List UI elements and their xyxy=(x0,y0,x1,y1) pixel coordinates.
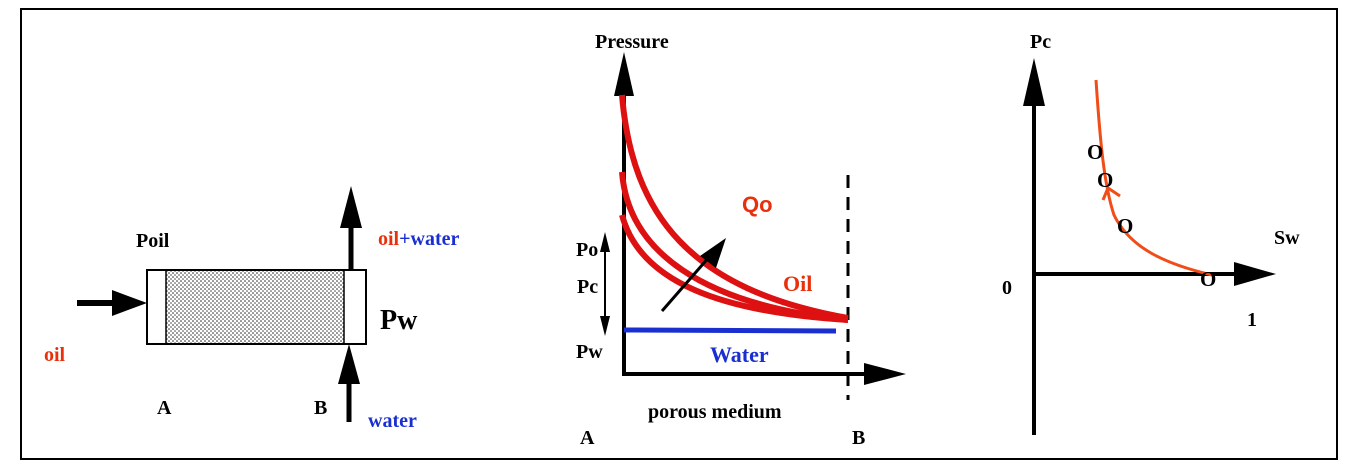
pressure-x-axis-head xyxy=(864,363,906,385)
label-b-core: B xyxy=(314,397,327,419)
label-water-line: Water xyxy=(710,342,769,367)
label-oil-curve: Oil xyxy=(783,271,812,296)
pc-marker-4: O xyxy=(1200,267,1216,291)
label-one: 1 xyxy=(1247,309,1257,331)
pc-y-axis-head xyxy=(1023,58,1045,106)
label-b-profile: B xyxy=(852,427,865,449)
label-sw-axis: Sw xyxy=(1274,227,1300,249)
label-pressure: Pressure xyxy=(595,31,669,53)
label-water-inlet: water xyxy=(368,410,417,432)
label-pc-axis: Pc xyxy=(1030,31,1051,53)
outer-frame xyxy=(20,8,1338,460)
water-inlet-arrow-head xyxy=(338,344,360,384)
qo-increase-arrow-shaft xyxy=(660,255,712,312)
panel-capillary-curve: O O O O Pc Sw 0 1 xyxy=(1002,31,1300,435)
outlet-arrow-head xyxy=(340,186,362,228)
label-zero: 0 xyxy=(1002,277,1012,299)
label-porous-medium: porous medium xyxy=(648,401,782,423)
pc-marker-3: O xyxy=(1117,214,1133,238)
label-poil: Poil xyxy=(136,230,170,252)
oil-inlet-arrow-head xyxy=(112,290,147,316)
label-pw-profile: Pw xyxy=(576,341,603,363)
pc-x-axis-head xyxy=(1234,262,1276,286)
pressure-y-axis-head xyxy=(614,52,634,96)
pc-curve-direction-chevron xyxy=(1101,185,1121,201)
label-pw-right: Pw xyxy=(380,305,418,336)
porous-core xyxy=(166,271,344,343)
pc-span-arrow-bottom xyxy=(600,316,610,336)
label-outlet-plus: + xyxy=(399,228,410,250)
label-a-core: A xyxy=(157,397,172,419)
oil-pressure-curve-low xyxy=(619,214,849,323)
pc-marker-2: O xyxy=(1097,168,1113,192)
panel-pressure-profile: Pressure porous medium A B Po Pc Pw Qo O… xyxy=(576,31,906,449)
label-po: Po xyxy=(576,239,598,261)
label-a-profile: A xyxy=(580,427,595,449)
panel-core-schematic: Poil oil+water Pw oil A B water xyxy=(44,186,460,432)
label-outlet: oil+water xyxy=(378,228,460,250)
oil-pressure-curve-mid xyxy=(619,171,849,323)
oil-pressure-curve-high xyxy=(619,94,849,321)
qo-increase-arrow-head xyxy=(700,238,726,268)
label-outlet-oil: oil xyxy=(378,228,400,250)
water-pressure-line xyxy=(623,327,837,334)
pc-saturation-curve xyxy=(1094,79,1213,277)
pc-marker-1: O xyxy=(1087,140,1103,164)
pc-span-arrow-top xyxy=(600,232,610,252)
label-qo: Qo xyxy=(742,192,773,217)
label-oil-inlet: oil xyxy=(44,344,66,366)
label-pc-profile: Pc xyxy=(577,276,598,298)
label-outlet-water: water xyxy=(411,228,460,250)
